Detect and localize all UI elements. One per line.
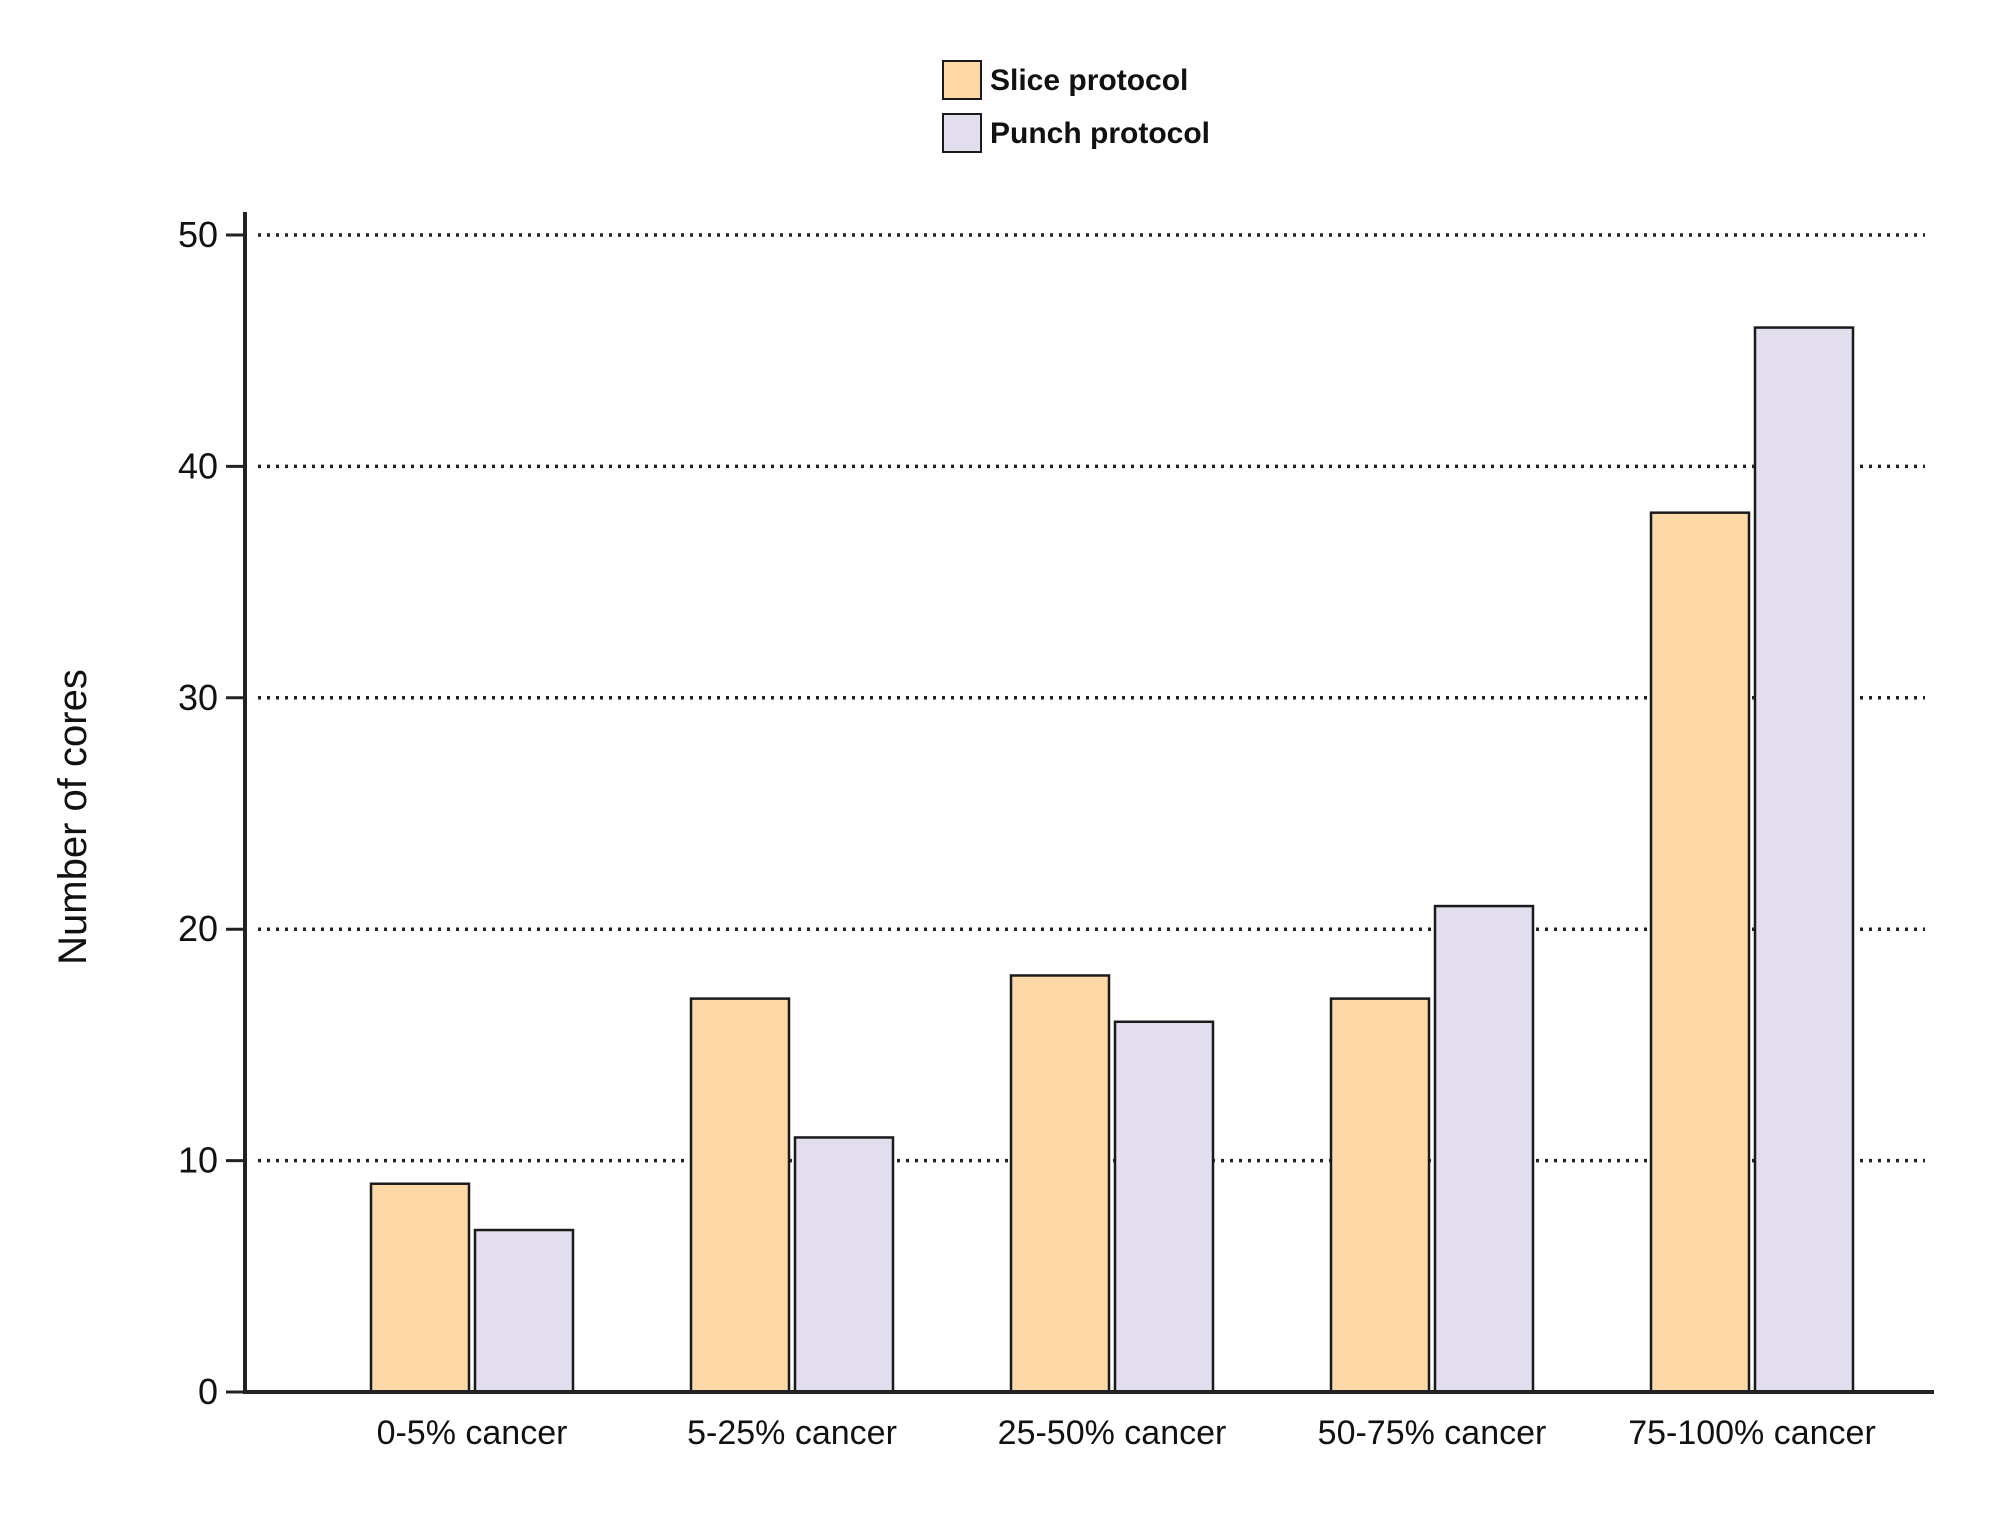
y-tick-label: 50 <box>178 214 218 255</box>
bar-punch <box>793 1136 895 1394</box>
legend-label: Punch protocol <box>990 117 1210 150</box>
x-category-label: 75-100% cancer <box>1628 1414 1876 1452</box>
bar-punch <box>1113 1020 1215 1394</box>
x-category-label: 5-25% cancer <box>687 1414 897 1452</box>
y-tick-label: 40 <box>178 445 218 486</box>
bar-slice <box>1329 997 1431 1394</box>
bar-slice <box>1649 511 1751 1394</box>
legend-swatch <box>942 60 982 100</box>
bar-punch <box>473 1228 575 1394</box>
legend-label: Slice protocol <box>990 64 1188 97</box>
category-labels: 0-5% cancer 5-25% cancer 25-50% cancer 50-7… <box>377 1414 1876 1452</box>
x-category-label: 0-5% cancer <box>377 1414 568 1452</box>
bar-punch <box>1433 904 1535 1394</box>
bar-slice <box>1009 974 1111 1394</box>
x-category-label: 25-50% cancer <box>998 1414 1227 1452</box>
y-tick-label: 20 <box>178 908 218 949</box>
bar-slice <box>689 997 791 1394</box>
y-tick-label: 10 <box>178 1140 218 1181</box>
y-tick-label: 30 <box>178 677 218 718</box>
y-tick-labels: 0 10 20 30 40 50 <box>178 214 218 1412</box>
bars <box>369 326 1855 1394</box>
bar-slice <box>369 1182 471 1394</box>
y-tick-label: 0 <box>198 1371 218 1412</box>
y-axis-title: Number of cores <box>51 669 95 965</box>
bar-punch <box>1753 326 1855 1394</box>
legend-swatch <box>942 113 982 153</box>
axes <box>226 212 1934 1394</box>
legend: Slice protocol Punch protocol <box>942 60 1210 153</box>
x-category-label: 50-75% cancer <box>1318 1414 1547 1452</box>
